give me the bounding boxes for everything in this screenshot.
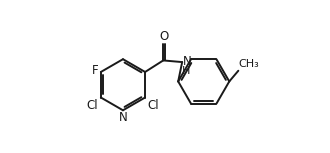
- Text: O: O: [159, 30, 169, 43]
- Text: Cl: Cl: [147, 99, 159, 112]
- Text: N: N: [183, 55, 192, 68]
- Text: F: F: [92, 64, 98, 77]
- Text: CH₃: CH₃: [239, 59, 260, 69]
- Text: H: H: [182, 66, 190, 76]
- Text: Cl: Cl: [87, 99, 98, 112]
- Text: N: N: [118, 111, 127, 124]
